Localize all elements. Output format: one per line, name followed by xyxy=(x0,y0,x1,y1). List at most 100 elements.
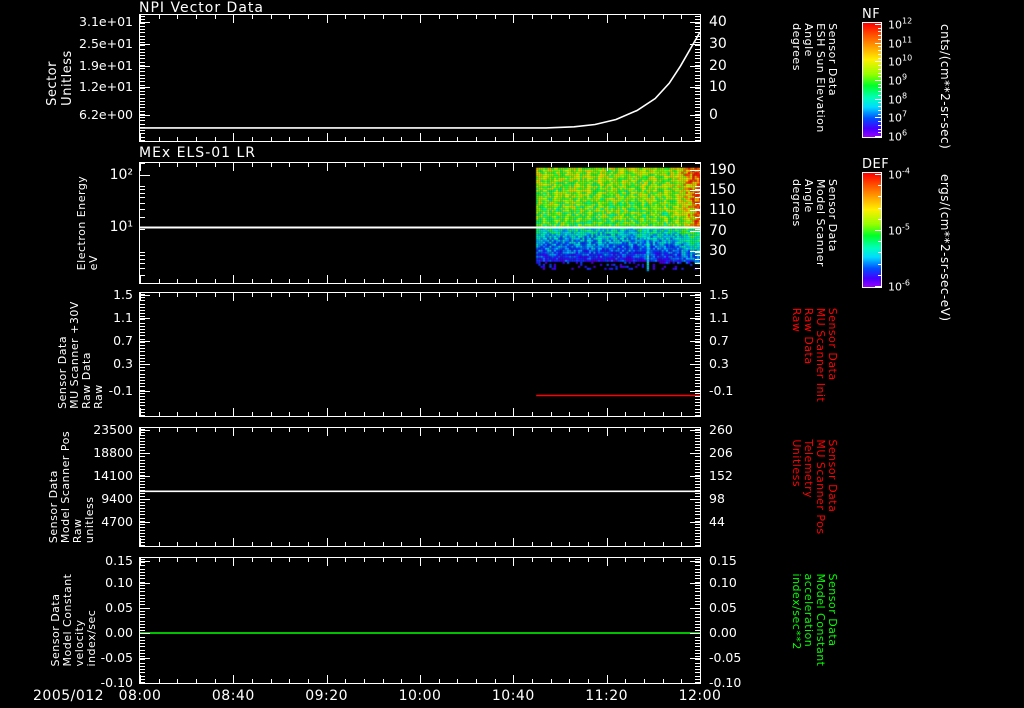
p5-right-tick-label-1: 0.10 xyxy=(709,574,737,590)
p3-left-tick-label-4: -0.1 xyxy=(108,383,133,399)
panel-1-right-axis-title: Sensor Data ESH Sun Elevation Angle degr… xyxy=(790,23,839,133)
colorbar-nf-gradient xyxy=(863,23,881,137)
colorbar-nf xyxy=(862,22,882,138)
p3-right-tick-label-3: 0.3 xyxy=(709,355,729,371)
panel-1-series xyxy=(140,31,700,129)
panel-4-left-axis-title: Sensor Data Model Scanner Pos Raw unitle… xyxy=(47,431,96,544)
nf-colorbar-tick-3: 109 xyxy=(888,72,908,88)
p2-right-tick-label-1: 150 xyxy=(709,182,736,198)
panel-4-plot xyxy=(139,427,701,547)
panel-5-series xyxy=(140,632,700,634)
panel-1-left-axis-title: Sector Unitless xyxy=(45,50,75,106)
panel-3-right-axis-title-line-1: Sensor Data xyxy=(826,307,839,381)
panel-3-right-axis-title-line-2: MU Scanner Init xyxy=(814,307,827,403)
x-axis-tick-5: 11:20 xyxy=(585,688,629,704)
panel-3-right-axis-title-line-4: Raw xyxy=(790,307,803,333)
p4-left-tick-label-4: 4700 xyxy=(101,514,133,530)
panel-1-left-axis-title-line-2: Unitless xyxy=(60,50,75,106)
p4-right-tick-label-3: 98 xyxy=(709,491,725,507)
panel-4-right-axis-title-line-1: Sensor Data xyxy=(826,439,839,513)
p5-left-tick-label-5: -0.10 xyxy=(100,674,133,690)
colorbar-def-gradient xyxy=(863,173,881,287)
panel-2-right-axis-title-line-1: Sensor Data xyxy=(826,178,839,252)
panel-2-plot xyxy=(139,162,701,284)
def-colorbar-tick-1: 10-5 xyxy=(888,222,910,238)
p4-right-tick-label-1: 206 xyxy=(709,445,733,461)
p1-right-tick-label-0: 40 xyxy=(709,13,727,30)
panel-2-right-axis-title-line-3: Angle xyxy=(802,178,815,213)
panel-2-left-axis-title-line-2: eV xyxy=(87,255,100,271)
nf-colorbar-tick-5: 107 xyxy=(888,110,908,125)
p1-left-tick-label-3: 1.2e+01 xyxy=(79,79,133,95)
colorbar-nf-units: cnts/(cm**2-sr-sec) xyxy=(938,24,952,150)
colorbar-def-title: DEF xyxy=(862,157,890,172)
p2-right-tick-label-4: 30 xyxy=(709,243,727,260)
panel-2-left-axis-title: Electron Energy eV xyxy=(75,176,100,271)
p1-left-tick-label-4: 6.2e+00 xyxy=(79,106,133,122)
panel-3-right-axis-title-line-3: Raw Data xyxy=(802,307,815,365)
x-axis-tick-2: 09:20 xyxy=(305,688,349,704)
panel-4-right-axis-title-line-4: Unitless xyxy=(790,439,803,488)
p5-right-tick-label-4: -0.05 xyxy=(709,649,742,665)
x-axis-tick-6: 12:00 xyxy=(678,688,722,704)
panel-5-left-axis-title: Sensor Data Model Constant velocity inde… xyxy=(49,574,98,667)
p2-right-tick-label-2: 110 xyxy=(709,202,736,219)
p1-left-tick-label-0: 3.1e+01 xyxy=(79,13,133,29)
panel-5-right-axis-title-line-3: acceleration xyxy=(802,573,815,648)
panel-2-right-axis-title: Sensor Data Model Scanner Angle degrees xyxy=(790,178,839,268)
nf-colorbar-tick-0: 1012 xyxy=(888,16,913,32)
panel-4-left-axis-title-line-4: unitless xyxy=(83,496,96,544)
panel-4-right-axis-title-line-2: MU Scanner Pos xyxy=(814,439,827,535)
x-axis-date-label: 2005/012 xyxy=(33,688,105,704)
p5-right-tick-label-0: 0.15 xyxy=(709,552,737,568)
p5-left-tick-label-1: 0.10 xyxy=(105,574,133,590)
p1-right-tick-label-2: 20 xyxy=(709,57,727,74)
p4-right-tick-label-4: 44 xyxy=(709,514,725,530)
def-colorbar-tick-0: 10-4 xyxy=(888,166,910,182)
p1-left-tick-label-2: 1.9e+01 xyxy=(79,57,133,73)
p4-left-tick-label-1: 18800 xyxy=(93,445,133,461)
p4-left-tick-label-2: 14100 xyxy=(93,468,133,484)
p4-left-tick-label-3: 9400 xyxy=(101,491,133,507)
def-colorbar-tick-2: 10-6 xyxy=(888,278,910,294)
p1-right-tick-label-4: 0 xyxy=(709,106,718,123)
panel-3-right-axis-title: Sensor Data MU Scanner Init Raw Data Raw xyxy=(790,307,839,403)
p5-left-tick-label-3: 0.00 xyxy=(105,624,133,640)
p1-left-tick-label-1: 2.5e+01 xyxy=(79,35,133,51)
p2-left-tick-label-1: 10¹ xyxy=(109,219,133,236)
p3-right-tick-label-0: 1.5 xyxy=(709,287,729,303)
p4-left-tick-label-0: 23500 xyxy=(93,422,133,438)
colorbar-def-units: ergs/(cm**2-sr-sec-eV) xyxy=(938,174,952,322)
p2-right-tick-label-3: 70 xyxy=(709,222,727,239)
panel-5-right-axis-title-line-1: Sensor Data xyxy=(826,573,839,647)
panel-4-series xyxy=(140,490,700,493)
nf-colorbar-tick-6: 106 xyxy=(888,128,908,144)
panel-5-plot xyxy=(139,557,701,684)
p4-right-tick-label-0: 260 xyxy=(709,422,733,438)
panel-5-left-axis-title-line-4: index/sec xyxy=(85,609,98,667)
nf-colorbar-tick-4: 108 xyxy=(888,91,908,106)
panel-2-right-axis-title-line-2: Model Scanner xyxy=(814,178,827,268)
p2-right-tick-label-0: 190 xyxy=(709,161,736,178)
p5-left-tick-label-0: 0.15 xyxy=(105,552,133,568)
p3-left-tick-label-3: 0.3 xyxy=(113,355,133,371)
p3-left-tick-label-2: 0.7 xyxy=(113,332,133,348)
p3-right-tick-label-2: 0.7 xyxy=(709,332,729,348)
panel-2-series xyxy=(140,226,700,229)
x-axis-tick-4: 10:40 xyxy=(491,688,535,704)
colorbar-nf-title: NF xyxy=(862,7,881,22)
p3-left-tick-label-1: 1.1 xyxy=(113,309,133,325)
panel-2-title: MEx ELS-01 LR xyxy=(139,145,257,161)
p2-left-tick-label-0: 10² xyxy=(109,167,133,183)
p5-right-tick-label-3: 0.00 xyxy=(709,624,737,640)
p5-right-tick-label-5: -0.10 xyxy=(709,674,742,690)
panel-5-right-axis-title-line-4: index/sec**2 xyxy=(790,573,803,650)
panel-3-left-axis-title: Sensor Data MU Scanner +30V Raw Data Raw xyxy=(56,301,105,409)
panel-1-right-axis-title-line-1: Sensor Data xyxy=(826,23,839,97)
colorbar-def xyxy=(862,172,882,288)
p3-left-tick-label-0: 1.5 xyxy=(113,287,133,303)
panel-1-plot xyxy=(139,14,701,142)
panel-5-right-axis-title-line-2: Model Constant xyxy=(814,573,827,667)
p1-right-tick-label-1: 30 xyxy=(709,35,727,52)
